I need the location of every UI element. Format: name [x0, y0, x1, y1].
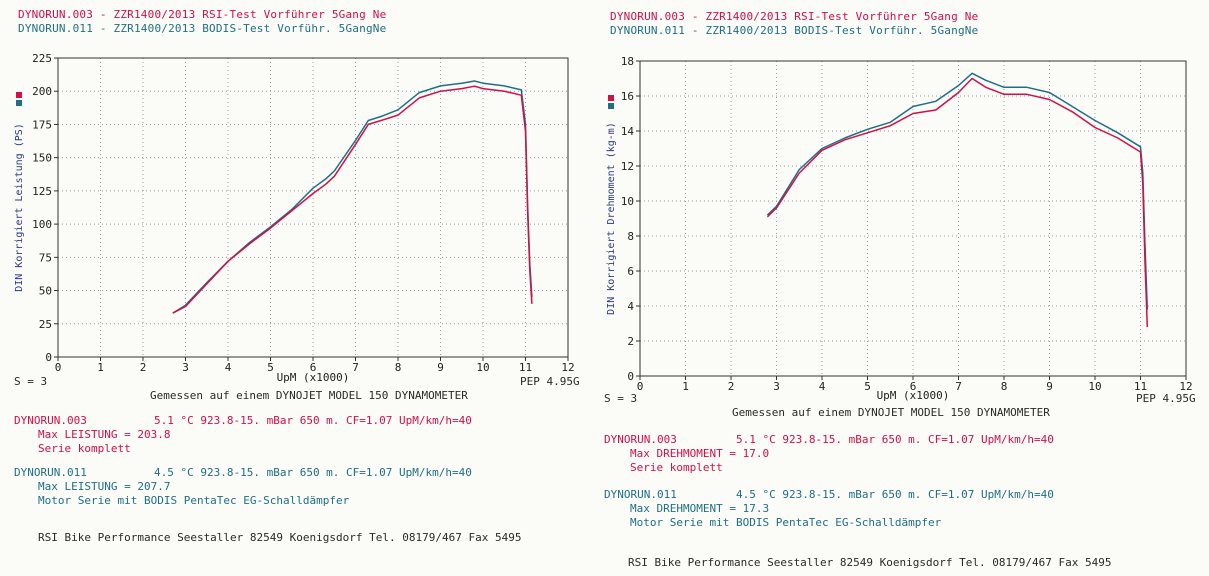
run2-max: Max DREHMOMENT = 17.3: [630, 502, 770, 515]
run1-name: DYNORUN.003: [604, 433, 677, 446]
x-tick-label: 0: [637, 380, 644, 393]
y-tick-label: 50: [39, 285, 52, 298]
y-tick-label: 200: [32, 85, 52, 98]
x-tick-label: 0: [55, 361, 62, 374]
y-tick-label: 0: [627, 370, 634, 383]
max-value: 17.0: [742, 447, 770, 460]
run2-name: DYNORUN.011: [604, 488, 677, 501]
legend-swatch: [608, 103, 614, 109]
x-tick-label: 12: [1179, 380, 1192, 393]
x-tick-label: 8: [395, 361, 402, 374]
x-tick-label: 9: [1046, 380, 1053, 393]
run1-name: DYNORUN.003: [14, 414, 87, 427]
max-label: Max LEISTUNG: [38, 428, 118, 441]
run1-header: DYNORUN.003 - ZZR1400/2013 RSI-Test Vorf…: [610, 10, 979, 23]
power-chart-panel: DYNORUN.003 - ZZR1400/2013 RSI-Test Vorf…: [0, 0, 600, 576]
x-tick-label: 4: [225, 361, 232, 374]
run1-serie: Serie komplett: [38, 442, 131, 455]
y-tick-label: 175: [32, 118, 52, 131]
company-footer: RSI Bike Performance Seestaller 82549 Ko…: [38, 531, 522, 544]
legend-swatch: [16, 92, 22, 98]
run2-conditions: 4.5 °C 923.8-15. mBar 650 m. CF=1.07 UpM…: [736, 488, 1054, 501]
pep-label: PEP 4.95G: [1136, 392, 1196, 405]
series-line: [172, 85, 533, 314]
y-tick-label: 18: [621, 55, 634, 68]
gemessen-note: Gemessen auf einem DYNOJET MODEL 150 DYN…: [732, 406, 1050, 419]
x-tick-label: 7: [955, 380, 962, 393]
x-tick-label: 10: [1088, 380, 1101, 393]
y-tick-label: 12: [621, 160, 634, 173]
company-footer: RSI Bike Performance Seestaller 82549 Ko…: [628, 556, 1112, 569]
y-tick-label: 150: [32, 152, 52, 165]
x-tick-label: 3: [182, 361, 189, 374]
x-axis-label: UpM (x1000): [877, 389, 950, 402]
run2-header: DYNORUN.011 - ZZR1400/2013 BODIS-Test Vo…: [610, 24, 979, 37]
run1-conditions: 5.1 °C 923.8-15. mBar 650 m. CF=1.07 UpM…: [736, 433, 1054, 446]
y-tick-label: 225: [32, 52, 52, 65]
y-tick-label: 100: [32, 218, 52, 231]
x-tick-label: 2: [140, 361, 147, 374]
x-tick-label: 10: [476, 361, 489, 374]
legend-swatch: [16, 100, 22, 106]
series-line: [766, 77, 1149, 328]
run1-header: DYNORUN.003 - ZZR1400/2013 RSI-Test Vorf…: [18, 8, 387, 21]
power-chart: 0 1 2 3 4 5 6 7 8 9 10 11 12025507510012515017520022…: [14, 52, 575, 384]
x-tick-label: 7: [352, 361, 359, 374]
plot-frame: [639, 60, 1187, 377]
run1-max: Max DREHMOMENT = 17.0: [630, 447, 770, 460]
y-tick-label: 125: [32, 185, 52, 198]
x-tick-label: 11: [1134, 380, 1147, 393]
y-tick-label: 10: [621, 195, 634, 208]
legend-swatch: [608, 95, 614, 101]
max-label: Max DREHMOMENT: [630, 447, 723, 460]
max-value: 203.8: [137, 428, 171, 441]
x-tick-label: 5: [267, 361, 274, 374]
pep-label: PEP 4.95G: [520, 375, 580, 388]
x-tick-label: 6: [310, 361, 317, 374]
s-label: S = 3: [14, 375, 48, 388]
run2-description: Motor Serie mit BODIS PentaTec EG-Schall…: [630, 516, 942, 529]
series-line: [172, 80, 533, 314]
s-label: S = 3: [604, 392, 638, 405]
run1-serie: Serie komplett: [630, 461, 723, 474]
x-tick-label: 9: [437, 361, 444, 374]
y-axis-label: DIN Korrigiert Leistung (PS): [14, 123, 25, 292]
series-line: [766, 72, 1149, 310]
y-tick-label: 75: [39, 251, 52, 264]
max-label: Max DREHMOMENT: [630, 502, 723, 515]
gemessen-note: Gemessen auf einem DYNOJET MODEL 150 DYN…: [150, 389, 468, 402]
max-value: 207.7: [137, 480, 171, 493]
x-tick-label: 4: [819, 380, 826, 393]
max-label: Max LEISTUNG: [38, 480, 118, 493]
run2-conditions: 4.5 °C 923.8-15. mBar 650 m. CF=1.07 UpM…: [154, 466, 472, 479]
y-tick-label: 4: [627, 300, 634, 313]
y-tick-label: 2: [627, 335, 634, 348]
y-tick-label: 0: [45, 351, 52, 364]
x-tick-label: 1: [682, 380, 689, 393]
run2-description: Motor Serie mit BODIS PentaTec EG-Schall…: [38, 494, 350, 507]
y-tick-label: 25: [39, 318, 52, 331]
run2-header: DYNORUN.011 - ZZR1400/2013 BODIS-Test Vo…: [18, 22, 387, 35]
run2-max: Max LEISTUNG = 207.7: [38, 480, 171, 493]
x-tick-label: 2: [728, 380, 735, 393]
run1-max: Max LEISTUNG = 203.8: [38, 428, 171, 441]
torque-chart-panel: DYNORUN.003 - ZZR1400/2013 RSI-Test Vorf…: [600, 0, 1209, 576]
x-tick-label: 12: [561, 361, 574, 374]
x-tick-label: 1: [97, 361, 104, 374]
run2-name: DYNORUN.011: [14, 466, 87, 479]
y-tick-label: 6: [627, 265, 634, 278]
x-axis-label: UpM (x1000): [277, 371, 350, 384]
x-tick-label: 11: [519, 361, 532, 374]
y-tick-label: 16: [621, 90, 634, 103]
y-tick-label: 14: [621, 125, 635, 138]
x-tick-label: 8: [1001, 380, 1008, 393]
run1-conditions: 5.1 °C 923.8-15. mBar 650 m. CF=1.07 UpM…: [154, 414, 472, 427]
y-tick-label: 8: [627, 230, 634, 243]
max-value: 17.3: [742, 502, 770, 515]
x-tick-label: 3: [773, 380, 780, 393]
x-tick-label: 5: [864, 380, 871, 393]
y-axis-label: DIN Korrigiert Drehmoment (kg-m): [606, 122, 617, 315]
x-tick-label: 6: [910, 380, 917, 393]
